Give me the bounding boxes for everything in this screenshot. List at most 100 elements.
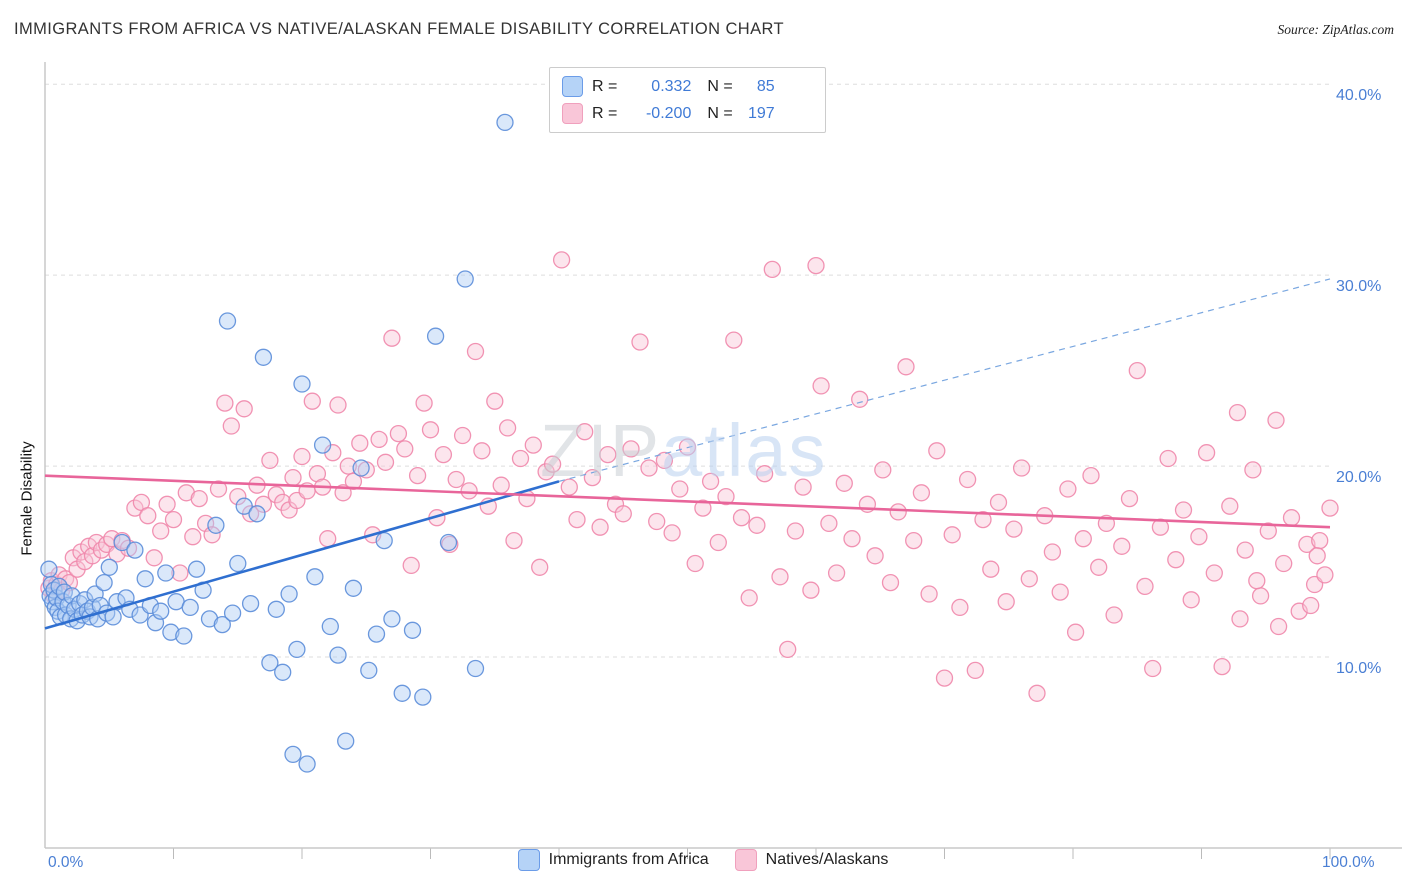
data-point xyxy=(599,445,617,464)
r-label: R = xyxy=(592,104,618,122)
data-point xyxy=(794,478,812,496)
data-point xyxy=(403,621,422,639)
data-point xyxy=(152,602,170,620)
data-point xyxy=(213,615,231,634)
data-point xyxy=(725,331,743,349)
data-point xyxy=(560,478,578,496)
data-point xyxy=(763,260,781,279)
data-point xyxy=(1213,657,1231,676)
data-point xyxy=(614,505,632,523)
data-point xyxy=(631,333,649,351)
data-point xyxy=(280,585,298,603)
data-point xyxy=(1043,543,1062,561)
data-point xyxy=(1221,497,1239,515)
data-point xyxy=(889,503,907,521)
data-point xyxy=(207,516,225,534)
data-point xyxy=(576,423,594,441)
data-point xyxy=(552,251,571,269)
data-point xyxy=(152,522,170,540)
data-point xyxy=(820,514,838,533)
data-point xyxy=(241,594,260,613)
data-point xyxy=(171,564,189,582)
data-point xyxy=(164,510,183,529)
data-point xyxy=(360,661,378,680)
data-point xyxy=(779,640,797,659)
data-point xyxy=(1066,623,1085,641)
r-value-natives: -0.200 xyxy=(645,104,692,122)
data-point xyxy=(376,453,395,471)
data-point xyxy=(928,442,946,460)
data-point xyxy=(709,533,727,552)
data-point xyxy=(158,495,176,513)
r-label: R = xyxy=(592,77,618,95)
data-point xyxy=(1159,449,1177,468)
legend-label-natives: Natives/Alaskans xyxy=(765,851,889,868)
data-point xyxy=(190,489,208,508)
data-point xyxy=(732,509,751,527)
data-point xyxy=(175,627,193,645)
correlation-stats-legend: R = 0.332 N = 85 R = -0.200 N = 197 xyxy=(549,67,826,133)
pink-trend-solid xyxy=(44,474,1331,529)
data-point xyxy=(740,589,758,607)
data-point xyxy=(139,507,157,525)
data-point xyxy=(383,610,401,628)
data-point xyxy=(1267,411,1285,429)
data-point xyxy=(319,530,337,548)
data-point xyxy=(209,480,228,498)
data-point xyxy=(339,457,357,475)
watermark-atlas: atlas xyxy=(661,409,828,492)
data-point xyxy=(1321,499,1339,517)
data-point xyxy=(935,669,954,687)
data-point xyxy=(671,480,689,498)
data-point xyxy=(396,440,414,458)
data-point xyxy=(254,495,273,513)
data-point xyxy=(344,472,363,491)
data-point xyxy=(408,466,427,485)
data-point xyxy=(421,421,440,439)
blue-trend-solid xyxy=(44,480,560,630)
data-point xyxy=(748,516,766,534)
data-point xyxy=(843,530,861,548)
data-point xyxy=(1028,684,1046,702)
data-point xyxy=(655,451,674,470)
y-tick-30: 30.0% xyxy=(1336,278,1382,295)
data-point xyxy=(321,617,339,636)
data-point xyxy=(1298,535,1316,554)
data-point xyxy=(1236,541,1254,559)
data-point xyxy=(402,556,420,575)
data-point xyxy=(1136,577,1154,596)
n-value-natives: 197 xyxy=(747,104,775,122)
x-tick-max: 100.0% xyxy=(1322,854,1375,871)
data-point xyxy=(997,593,1015,611)
data-point xyxy=(1113,537,1131,555)
data-point xyxy=(755,465,774,483)
data-point xyxy=(434,445,453,464)
data-point xyxy=(414,688,432,706)
data-point xyxy=(274,663,292,681)
data-point xyxy=(235,497,253,515)
y-tick-40: 40.0% xyxy=(1336,87,1382,104)
data-point xyxy=(1282,509,1301,527)
data-point xyxy=(426,327,445,345)
data-point xyxy=(1269,617,1288,636)
data-point xyxy=(254,348,273,366)
stats-row-natives: R = -0.200 N = 197 xyxy=(562,103,813,124)
data-point xyxy=(293,375,311,393)
data-point xyxy=(337,732,355,750)
data-point xyxy=(1020,570,1038,588)
pink-points-group xyxy=(40,251,1339,702)
data-point xyxy=(329,396,347,414)
data-point xyxy=(943,526,961,544)
data-point xyxy=(187,560,206,578)
data-point xyxy=(966,661,984,680)
source-attribution: Source: ZipAtlas.com xyxy=(1277,22,1394,37)
data-point xyxy=(835,474,853,492)
data-point xyxy=(1105,606,1123,624)
data-point xyxy=(466,342,485,361)
data-point xyxy=(303,392,321,410)
data-point xyxy=(951,598,969,617)
data-point xyxy=(851,390,869,408)
data-point xyxy=(222,417,240,435)
data-point xyxy=(1144,659,1162,678)
data-point xyxy=(157,564,175,582)
